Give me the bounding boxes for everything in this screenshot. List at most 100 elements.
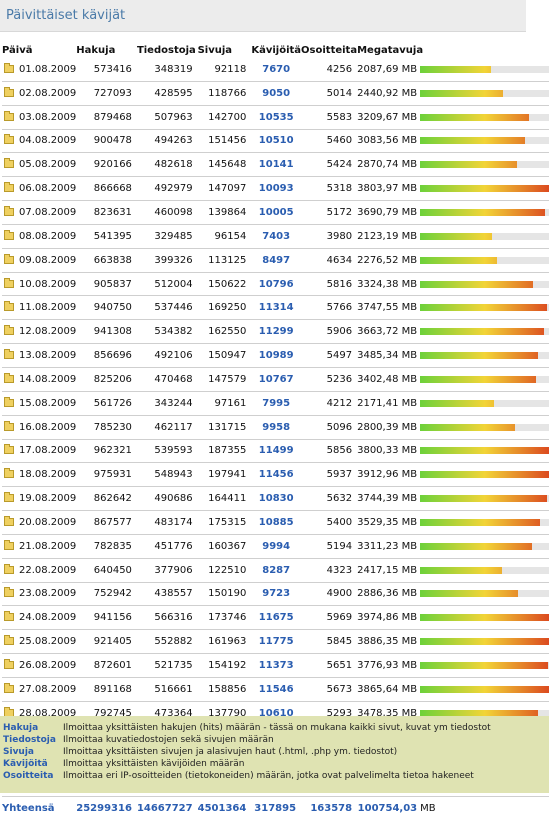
megatavuja-cell: 2087,69 MB: [357, 58, 421, 82]
bar-cell: [420, 224, 549, 249]
sivuja-cell: 175315: [197, 510, 252, 535]
osoitteita-cell: 5845: [301, 629, 358, 655]
sivuja-cell: 147097: [197, 176, 252, 202]
table-row: 02.08.2009 727093 428595 118766 9050 5014 2440…: [2, 81, 549, 106]
tiedostoja-cell: 534382: [136, 319, 198, 345]
table-row: 18.08.2009 975931 548943 197941 11456 5937 391…: [2, 462, 549, 488]
kavijoita-cell: 9050: [251, 81, 302, 106]
megatavuja-cell: 3886,35 MB: [357, 629, 421, 655]
kavijoita-cell: 8287: [251, 558, 302, 583]
hakuja-cell: 752942: [76, 582, 137, 607]
table-row: 23.08.2009 752942 438557 150190 9723 4900 2886…: [2, 582, 549, 607]
hakuja-cell: 573416: [76, 58, 137, 82]
osoitteita-cell: 5583: [301, 105, 358, 130]
tiedostoja-cell: 462117: [136, 415, 198, 440]
traffic-bar-track: [420, 89, 549, 97]
folder-icon: [4, 635, 14, 646]
hakuja-cell: 561726: [76, 391, 137, 416]
sivuja-cell: 154192: [197, 653, 252, 678]
kavijoita-cell: 7670: [251, 58, 302, 82]
traffic-bar-track: [420, 638, 549, 646]
kavijoita-cell: 10830: [251, 486, 302, 512]
tiedostoja-cell: 470468: [136, 367, 198, 392]
bar-cell: [420, 558, 549, 583]
bar-cell: [420, 439, 549, 464]
bar-cell: [420, 272, 549, 297]
folder-icon: [4, 253, 14, 264]
table-row: 03.08.2009 879468 507963 142700 10535 5583 320…: [2, 105, 549, 130]
osoitteita-cell: 5673: [301, 677, 358, 702]
totals-megatavuja-number: 100754,03: [357, 802, 418, 814]
folder-icon: [4, 444, 14, 455]
tiedostoja-cell: 377906: [136, 558, 198, 583]
date-cell: 16.08.2009: [2, 415, 77, 440]
megatavuja-cell: 3747,55 MB: [357, 295, 421, 321]
bar-cell: [420, 105, 549, 130]
traffic-bar-track: [420, 662, 549, 670]
traffic-bar: [420, 375, 537, 383]
hakuja-cell: 640450: [76, 558, 137, 583]
sivuja-cell: 97161: [197, 391, 252, 416]
traffic-bar-track: [420, 185, 549, 193]
hakuja-cell: 785230: [76, 415, 137, 440]
bar-cell: [420, 58, 549, 82]
megatavuja-cell: 2276,52 MB: [357, 248, 421, 273]
totals-osoitteita: 163578: [310, 802, 353, 814]
hakuja-cell: 782835: [76, 534, 137, 559]
kavijoita-cell: 10989: [251, 343, 302, 368]
date-label: 05.08.2009: [19, 159, 77, 171]
totals-kavijoita: 317895: [254, 802, 297, 814]
date-cell: 23.08.2009: [2, 582, 77, 607]
date-cell: 02.08.2009: [2, 81, 77, 106]
date-cell: 06.08.2009: [2, 176, 77, 202]
table-row: 24.08.2009 941156 566316 173746 11675 5969 397…: [2, 605, 549, 631]
bar-cell: [420, 510, 549, 535]
date-label: 01.08.2009: [19, 63, 77, 75]
traffic-bar-track: [420, 590, 549, 598]
table-row: 15.08.2009 561726 343244 97161 7995 4212 2171,…: [2, 391, 549, 416]
sivuja-cell: 150190: [197, 582, 252, 607]
table-row: 19.08.2009 862642 490686 164411 10830 5632 374…: [2, 486, 549, 512]
kavijoita-cell: 9958: [251, 415, 302, 440]
osoitteita-cell: 5766: [301, 295, 358, 321]
date-cell: 24.08.2009: [2, 605, 77, 631]
bar-cell: [420, 582, 549, 607]
kavijoita-cell: 10767: [251, 367, 302, 392]
kavijoita-cell: 11314: [251, 295, 302, 321]
table-row: 17.08.2009 962321 539593 187355 11499 5856 380…: [2, 439, 549, 464]
tiedostoja-cell: 552882: [136, 629, 198, 655]
bar-cell: [420, 486, 549, 512]
osoitteita-cell: 3980: [301, 224, 358, 249]
date-cell: 25.08.2009: [2, 629, 77, 655]
megatavuja-cell: 2417,15 MB: [357, 558, 421, 583]
sivuja-cell: 151456: [197, 129, 252, 154]
folder-icon: [4, 349, 14, 360]
sivuja-cell: 160367: [197, 534, 252, 559]
hakuja-cell: 866668: [76, 176, 137, 202]
date-cell: 12.08.2009: [2, 319, 77, 345]
traffic-bar: [420, 542, 533, 550]
date-label: 26.08.2009: [19, 660, 77, 672]
date-label: 02.08.2009: [19, 87, 77, 99]
date-cell: 19.08.2009: [2, 486, 77, 512]
legend-term: Sivuja: [3, 747, 34, 757]
bar-cell: [420, 629, 549, 655]
megatavuja-cell: 3690,79 MB: [357, 200, 421, 225]
table-row: 13.08.2009 856696 492106 150947 10989 5497 348…: [2, 343, 549, 368]
megatavuja-cell: 3663,72 MB: [357, 319, 421, 345]
date-cell: 05.08.2009: [2, 152, 77, 178]
totals-row: Yhteensä 25299316 14667727 4501364 31789…: [2, 797, 549, 819]
legend-box: Hakuja Ilmoittaa yksittäisten hakujen (hi…: [0, 716, 549, 793]
megatavuja-cell: 2886,36 MB: [357, 582, 421, 607]
totals-sivuja: 4501364: [197, 802, 247, 814]
kavijoita-cell: 10796: [251, 272, 302, 297]
bar-cell: [420, 677, 549, 702]
tiedostoja-cell: 490686: [136, 486, 198, 512]
hakuja-cell: 962321: [76, 439, 137, 464]
folder-icon: [4, 110, 14, 121]
traffic-bar: [420, 352, 539, 360]
table-row: 10.08.2009 905837 512004 150622 10796 5816 332…: [2, 272, 549, 297]
date-label: 21.08.2009: [19, 540, 77, 552]
legend-description: Ilmoittaa yksittäisten kävijöiden määrän: [63, 759, 245, 769]
traffic-bar: [420, 709, 539, 717]
